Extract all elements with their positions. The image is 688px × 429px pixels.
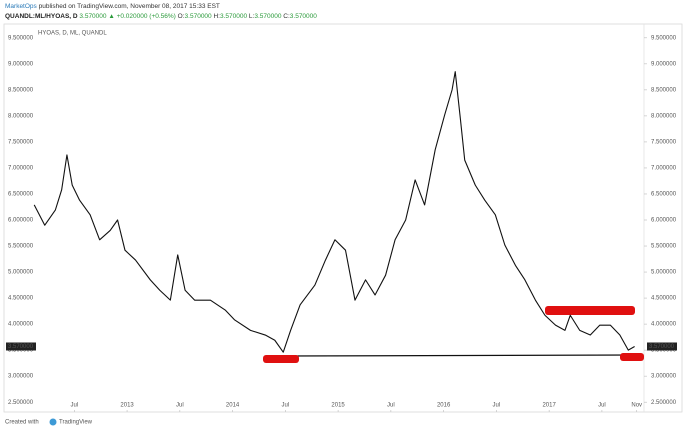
x-tick-label: 2014: [226, 403, 240, 409]
y-tick-label: 6.500000: [8, 192, 34, 198]
y-tick-label: 9.500000: [651, 35, 677, 41]
y-tick-label: 5.000000: [8, 270, 34, 276]
ohlc-label: H:: [213, 13, 220, 20]
y-tick-label: 8.500000: [651, 87, 677, 93]
y-tick-label: 2.500000: [651, 400, 677, 406]
x-tick-label: Nov: [631, 403, 642, 409]
y-tick-label: 2.500000: [8, 400, 34, 406]
x-tick-label: 2017: [542, 403, 556, 409]
published: published on TradingView.com, November 0…: [39, 3, 220, 10]
y-tick-label: 4.500000: [8, 296, 34, 302]
y-tick-label: 9.500000: [8, 35, 34, 41]
y-tick-label: 6.000000: [8, 218, 34, 224]
y-tick-label: 6.500000: [651, 192, 677, 198]
header-line: MarketOps published on TradingView.com, …: [5, 3, 220, 10]
ohlc-value: 3.570000: [220, 13, 247, 20]
x-tick-label: Jul: [282, 403, 290, 409]
symbol: QUANDL:ML/HYOAS, D: [5, 13, 78, 20]
x-tick-label: Jul: [598, 403, 606, 409]
y-tick-label: 5.000000: [651, 270, 677, 276]
highlight-marker: [545, 306, 635, 315]
y-tick-label: 9.000000: [8, 61, 34, 67]
price-line: [33, 71, 635, 353]
y-tick-label: 3.500000: [8, 348, 34, 354]
last-value-label: 3.570000: [649, 344, 675, 350]
y-tick-label: 7.500000: [8, 139, 34, 145]
highlight-marker: [263, 355, 299, 363]
legend: HYOAS, D, ML, QUANDL: [38, 31, 107, 37]
x-tick-label: 2015: [331, 403, 345, 409]
x-tick-label: Jul: [70, 403, 78, 409]
y-tick-label: 5.500000: [651, 244, 677, 250]
chart-frame: [3, 23, 683, 413]
y-tick-label: 4.000000: [8, 322, 34, 328]
y-tick-label: 3.000000: [651, 374, 677, 380]
last-value-badge: [647, 342, 677, 351]
last-value-label: 3.570000: [8, 344, 34, 350]
x-tick-label: Jul: [493, 403, 501, 409]
author[interactable]: MarketOps: [5, 3, 38, 10]
ohlc-label: O:: [178, 13, 185, 20]
ohlc-value: 3.570000: [254, 13, 281, 20]
y-tick-label: 7.000000: [651, 166, 677, 172]
change: ▲ +0.020000 (+0.56%): [108, 13, 176, 20]
y-tick-label: 6.000000: [651, 218, 677, 224]
last-value-badge: [6, 342, 36, 351]
y-tick-label: 8.000000: [8, 113, 34, 119]
y-tick-label: 8.500000: [8, 87, 34, 93]
brand-logo: [49, 418, 57, 426]
ohlc-label: C:: [283, 13, 290, 20]
ohlc-value: 3.570000: [290, 13, 317, 20]
footer-brand[interactable]: TradingView: [59, 420, 93, 426]
price: 3.570000: [79, 13, 106, 20]
y-tick-label: 4.500000: [651, 296, 677, 302]
y-tick-label: 8.000000: [651, 113, 677, 119]
x-tick-label: 2016: [437, 403, 451, 409]
y-tick-label: 7.500000: [651, 139, 677, 145]
x-tick-label: Jul: [176, 403, 184, 409]
support-line: [282, 354, 641, 357]
y-tick-label: 3.500000: [651, 348, 677, 354]
y-tick-label: 5.500000: [8, 244, 34, 250]
ohlc-value: 3.570000: [185, 13, 212, 20]
x-tick-label: Jul: [387, 403, 395, 409]
ohlc-label: L:: [249, 13, 255, 20]
highlight-marker: [620, 353, 644, 361]
y-tick-label: 4.000000: [651, 322, 677, 328]
y-tick-label: 7.000000: [8, 166, 34, 172]
y-tick-label: 3.000000: [8, 374, 34, 380]
symbol-line: QUANDL:ML/HYOAS, D 3.570000 ▲ +0.020000 …: [5, 13, 317, 20]
footer-created: Created with: [5, 420, 39, 426]
x-tick-label: 2013: [120, 403, 134, 409]
y-tick-label: 9.000000: [651, 61, 677, 67]
